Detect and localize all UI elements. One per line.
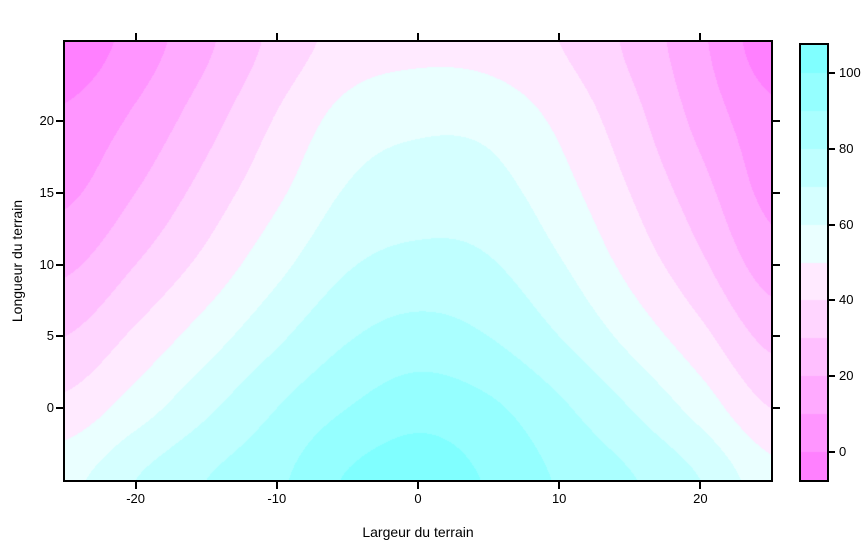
x-axis-tick-top-0 xyxy=(417,33,419,40)
y-axis-tick-right-15 xyxy=(773,191,780,194)
x-axis-tick-bottom--10 xyxy=(275,482,278,489)
legend-tick-label-80: 80 xyxy=(839,141,854,157)
legend-tick-0 xyxy=(829,450,835,453)
y-axis-tick-left-0 xyxy=(56,407,63,410)
legend-tick-100 xyxy=(829,72,835,75)
y-axis-tick-label-15: 15 xyxy=(39,184,54,200)
x-axis-tick-bottom-10 xyxy=(558,482,561,489)
y-axis-tick-label-5: 5 xyxy=(46,328,54,344)
plot-area xyxy=(63,40,773,482)
x-axis-tick-bottom--20 xyxy=(134,482,137,489)
y-axis-title: Longueur du terrain xyxy=(9,199,25,323)
contour-plot-canvas xyxy=(65,42,771,480)
x-axis-tick-top-10 xyxy=(558,33,561,40)
legend-tick-label-40: 40 xyxy=(839,292,854,308)
y-axis-tick-label-10: 10 xyxy=(39,256,54,272)
x-axis-tick-label-10: 10 xyxy=(551,491,567,506)
legend-tick-label-100: 100 xyxy=(839,65,861,81)
y-axis-tick-label-20: 20 xyxy=(39,112,54,128)
y-axis-tick-right-20 xyxy=(773,119,780,122)
legend-tick-label-60: 60 xyxy=(839,216,854,232)
legend-colorbar xyxy=(799,43,829,482)
x-axis-tick-label-0: 0 xyxy=(414,491,422,506)
y-axis-tick-left-5 xyxy=(56,335,63,338)
x-axis-title: Largeur du terrain xyxy=(362,524,474,540)
x-axis-tick-top-20 xyxy=(699,33,702,40)
x-axis-tick-label-20: 20 xyxy=(693,491,708,506)
y-axis-tick-left-15 xyxy=(56,191,63,194)
y-axis-tick-right-10 xyxy=(773,263,780,266)
x-axis-tick-label--20: -20 xyxy=(126,491,145,506)
y-axis-tick-right-5 xyxy=(773,335,780,338)
legend-tick-40 xyxy=(829,299,835,302)
legend-colorbar-canvas xyxy=(801,45,827,480)
x-axis-tick-bottom-20 xyxy=(699,482,702,489)
x-axis-tick-label--10: -10 xyxy=(267,491,287,506)
legend-tick-60 xyxy=(829,223,835,226)
y-axis-tick-label-0: 0 xyxy=(46,400,54,416)
legend-tick-80 xyxy=(829,148,835,151)
legend-tick-label-0: 0 xyxy=(839,443,847,459)
legend-tick-label-20: 20 xyxy=(839,367,854,383)
y-axis-tick-left-20 xyxy=(56,119,63,122)
x-axis-tick-top--10 xyxy=(275,33,278,40)
x-axis-tick-top--20 xyxy=(134,33,137,40)
x-axis-tick-bottom-0 xyxy=(417,482,419,489)
y-axis-tick-left-10 xyxy=(56,263,63,266)
y-axis-tick-right-0 xyxy=(773,407,780,410)
legend-tick-20 xyxy=(829,374,835,377)
